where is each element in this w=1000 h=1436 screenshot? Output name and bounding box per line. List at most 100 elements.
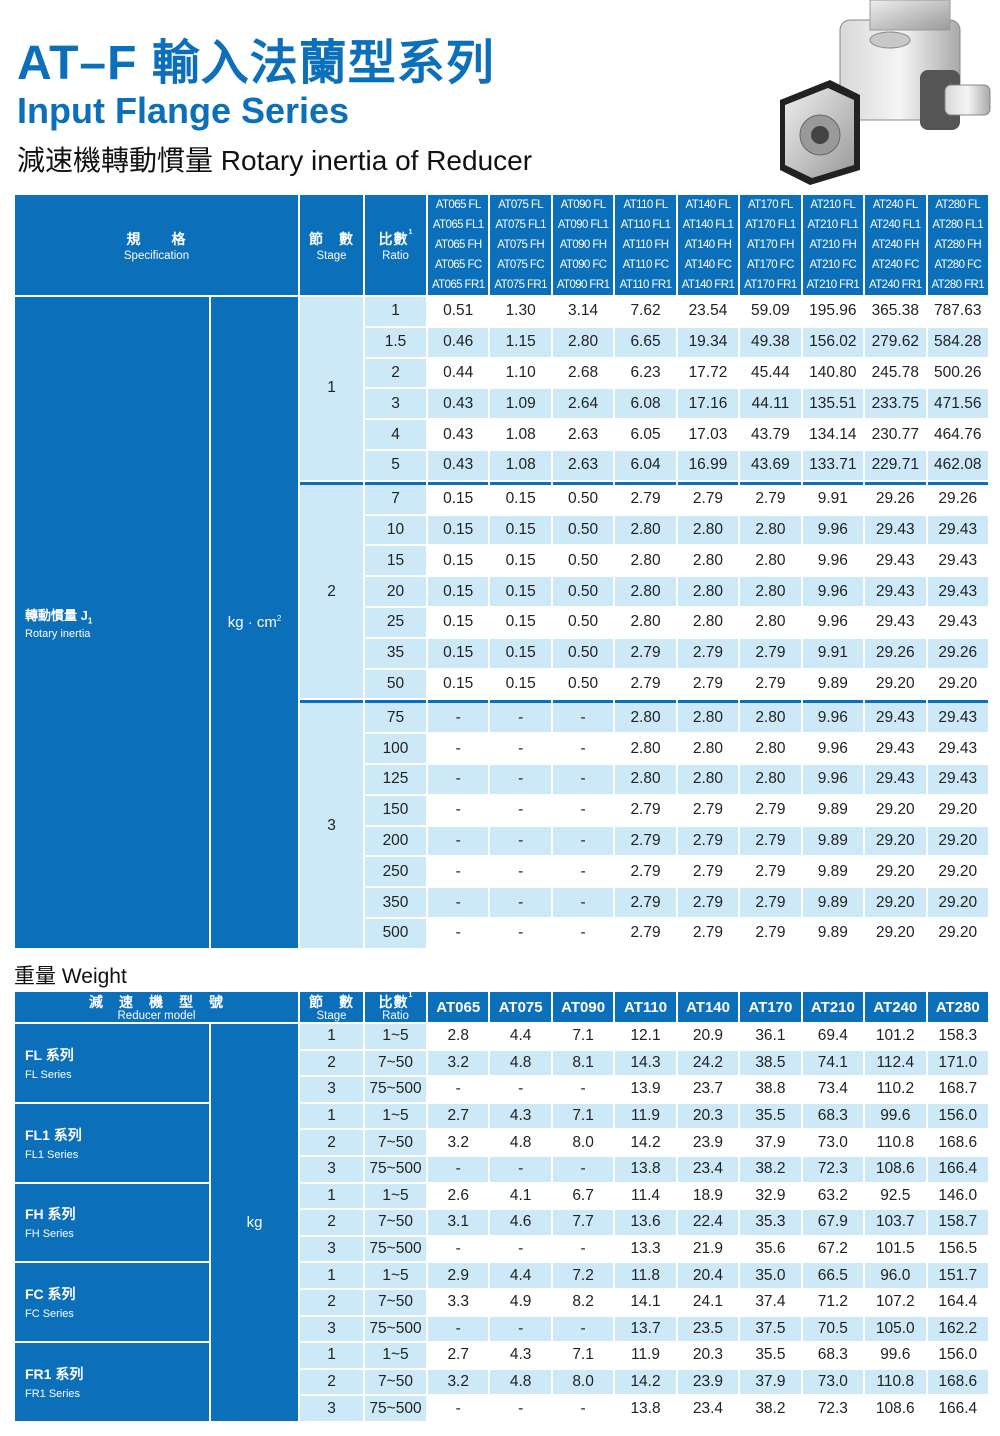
value-cell: 2.80	[677, 764, 739, 794]
value-cell: 500.26	[927, 358, 988, 388]
value-cell: 29.43	[865, 700, 926, 733]
value-cell: 11.9	[615, 1103, 676, 1129]
table-row: 25 0.15 0.15 0.50 2.80 2.80 2.80 9.96 29.43 29.43	[15, 607, 988, 637]
model-name: AT065 FR1	[431, 279, 485, 291]
value-cell: -	[490, 1156, 551, 1182]
table-row: FH 系列 FH Series 1 1~5 2.6 4.1 6.7 11.4 18.9 32.9 6…	[15, 1183, 988, 1262]
value-cell: -	[428, 918, 489, 948]
ratio-cell: 20	[365, 577, 426, 606]
section-title-inertia: 減速機轉動慣量 Rotary inertia of Reducer	[17, 145, 533, 176]
value-cell: 168.7	[927, 1077, 988, 1102]
model-name: AT075 FC	[497, 259, 545, 271]
value-cell: 2.80	[552, 327, 614, 357]
table-row: 100- - -2.80 2.80 2.80 9.96 29.43 29.43	[15, 734, 988, 763]
value-cell: -	[552, 795, 614, 825]
value-cell: 7.1	[552, 1103, 614, 1129]
value-cell: 8.1	[552, 1050, 614, 1076]
value-cell: 0.15	[490, 607, 551, 637]
value-cell: 1.10	[490, 358, 551, 388]
model-name: AT075 FL1	[495, 219, 546, 231]
value-cell: 4.8	[490, 1369, 551, 1395]
value-cell: 29.43	[927, 607, 988, 637]
value-cell: 156.02	[802, 327, 864, 357]
value-cell: 2.79	[677, 638, 739, 668]
value-cell: 2.79	[677, 795, 739, 825]
ratio-cell: 500	[365, 918, 426, 948]
table-row: 20 0.15 0.15 0.50 2.80 2.80 2.80 9.96 29.43 29.43	[15, 577, 988, 606]
table-row: 1.5 0.46 1.15 2.80 6.65 19.34 49.38 156.02 279.6…	[15, 327, 988, 357]
value-cell: 13.8	[615, 1156, 676, 1182]
value-cell: 0.50	[552, 577, 614, 606]
value-cell: 3.3	[428, 1289, 489, 1315]
value-cell: 29.43	[865, 577, 926, 606]
value-cell: 3.2	[428, 1369, 489, 1395]
stage-header-zh: 節 數	[309, 994, 354, 1010]
product-gearbox-image	[780, 0, 991, 185]
ratio-cell: 75	[365, 700, 426, 733]
value-cell: 1.30	[490, 297, 551, 326]
value-cell: 49.38	[740, 327, 801, 357]
value-cell: 3.14	[552, 297, 614, 326]
value-cell: 20.9	[677, 1024, 739, 1049]
ratio-header-en: Ratio	[382, 249, 409, 262]
value-cell: 1.08	[490, 420, 551, 449]
value-cell: 110.8	[865, 1130, 926, 1155]
value-cell: 0.46	[428, 327, 489, 357]
value-cell: 29.43	[865, 515, 926, 545]
value-cell: 108.6	[865, 1156, 926, 1182]
value-cell: 45.44	[740, 358, 801, 388]
model-column-header: AT170 FL AT170 FL1 AT170 FH AT170 FC AT170 F…	[740, 195, 801, 295]
model-name: AT090 FC	[559, 259, 607, 271]
table-row: 2 7~50 3.2 4.8 8.0 14.2 23.9 37.9 73.0 110.8 168.6	[15, 1369, 988, 1395]
value-cell: 0.15	[428, 669, 489, 699]
model-name: AT280 FL1	[932, 219, 984, 231]
model-column-header: AT240	[865, 992, 926, 1022]
value-cell: 229.71	[865, 450, 926, 480]
value-cell: -	[490, 1396, 551, 1421]
model-column-header: AT110	[615, 992, 676, 1022]
table-row: FL 系列 FL Series kg 1 1~5 2.8 4.4 7.1 12.1 20.9 36.…	[15, 1024, 988, 1421]
value-cell: -	[490, 795, 551, 825]
value-cell: 103.7	[865, 1210, 926, 1235]
value-cell: -	[552, 734, 614, 763]
value-cell: 2.79	[740, 669, 801, 699]
value-cell: -	[490, 888, 551, 917]
stage-cell: 3	[300, 700, 363, 948]
table-row: 250- - -2.79 2.79 2.79 9.89 29.20 29.20	[15, 857, 988, 887]
value-cell: -	[490, 1236, 551, 1262]
value-cell: 1.09	[490, 389, 551, 419]
table-row: 3 75~500- - -13.8 23.4 38.2 72.3 108.6 166.4	[15, 1396, 988, 1421]
value-cell: 2.80	[740, 700, 801, 733]
value-cell: -	[552, 700, 614, 733]
value-cell: 2.6	[428, 1183, 489, 1209]
value-cell: 72.3	[802, 1396, 864, 1421]
value-cell: 2.80	[615, 764, 676, 794]
model-name: AT240 FH	[871, 239, 919, 251]
model-name: AT170 FL1	[745, 219, 796, 231]
value-cell: 6.23	[615, 358, 676, 388]
value-cell: -	[552, 857, 614, 887]
value-cell: 2.80	[615, 700, 676, 733]
value-cell: 29.43	[927, 515, 988, 545]
model-name: AT075 FR1	[494, 279, 547, 291]
value-cell: 35.3	[740, 1210, 801, 1235]
value-cell: 29.43	[927, 546, 988, 576]
model-name: AT280 FL	[935, 199, 981, 211]
model-name: AT140 FL	[685, 199, 731, 211]
model-column-header: AT240 FL AT240 FL1 AT240 FH AT240 FC AT240 F…	[865, 195, 926, 295]
table-row: 5 0.43 1.08 2.63 6.04 16.99 43.69 133.71 229.71 4…	[15, 450, 988, 480]
value-cell: 2.7	[428, 1343, 489, 1368]
value-cell: 4.4	[490, 1263, 551, 1288]
value-cell: 2.79	[615, 826, 676, 856]
model-name: AT240 FL	[872, 199, 918, 211]
value-cell: 0.50	[552, 515, 614, 545]
value-cell: 245.78	[865, 358, 926, 388]
value-cell: 38.2	[740, 1396, 801, 1421]
value-cell: 164.4	[927, 1289, 988, 1315]
value-cell: 29.20	[927, 669, 988, 699]
model-column-header: AT280 FL AT280 FL1 AT280 FH AT280 FC AT280 F…	[927, 195, 988, 295]
value-cell: 18.9	[677, 1183, 739, 1209]
table-row: 35 0.15 0.15 0.50 2.79 2.79 2.79 9.91 29.26 29.26	[15, 638, 988, 668]
value-cell: 464.76	[927, 420, 988, 449]
value-cell: 9.96	[802, 515, 864, 545]
